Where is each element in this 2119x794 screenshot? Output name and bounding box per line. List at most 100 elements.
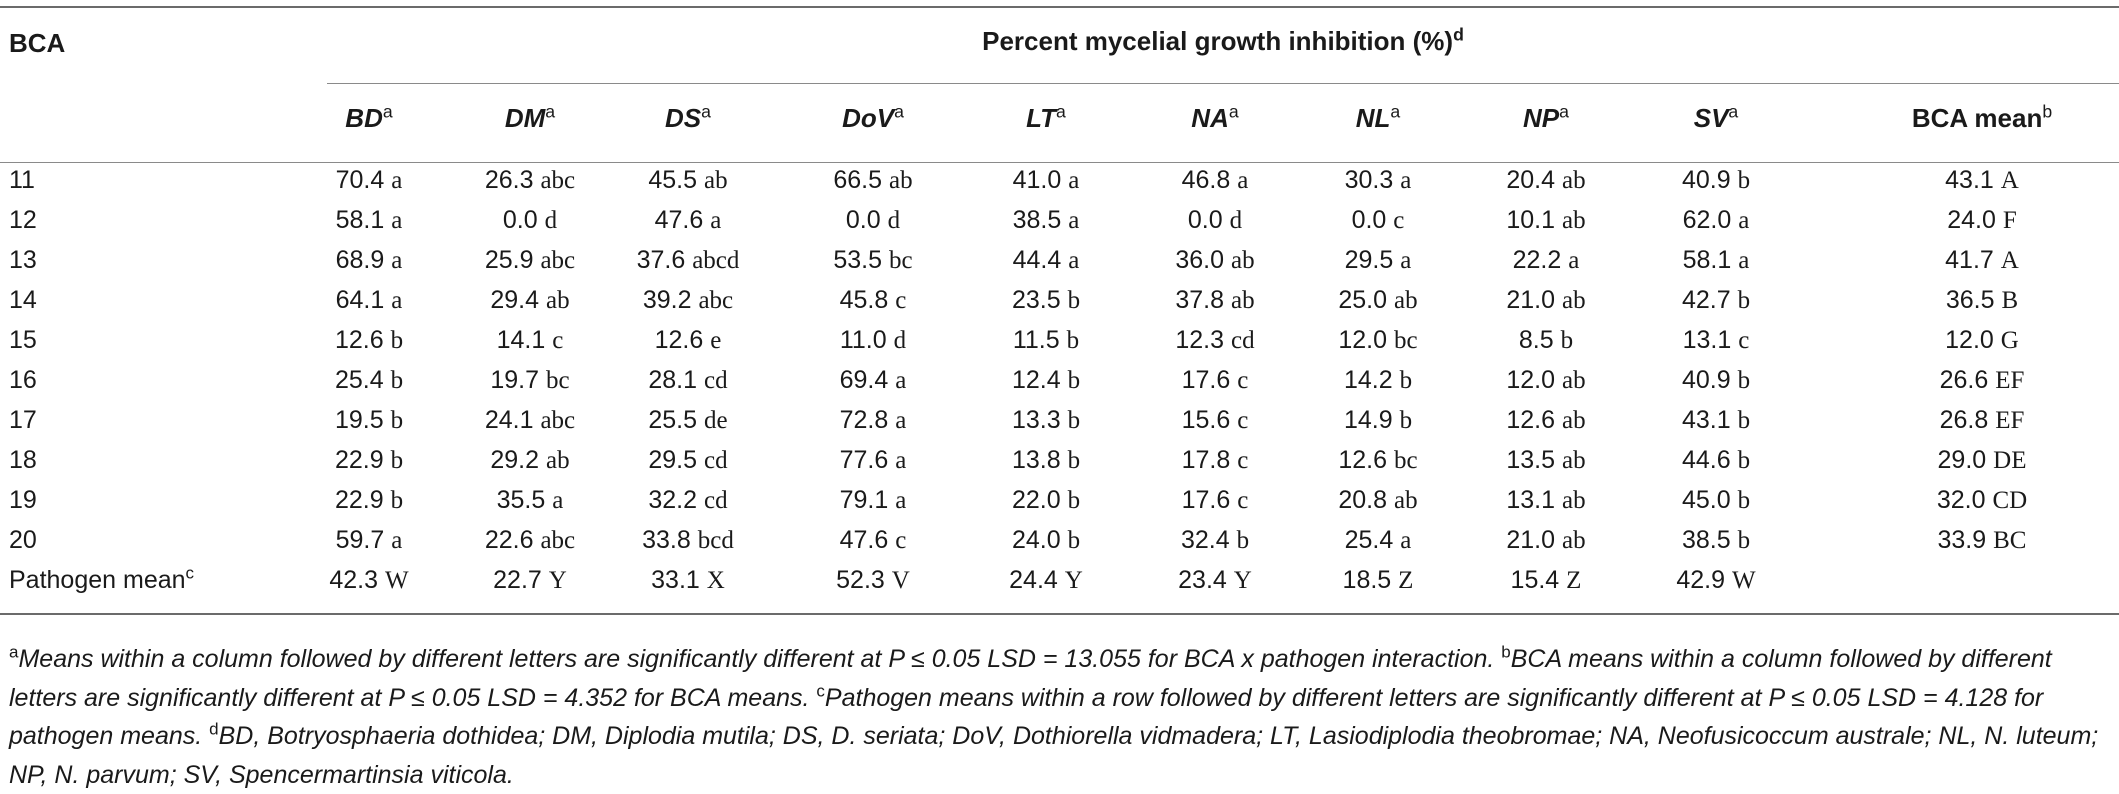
cell-letter: F [2002, 207, 2017, 234]
cell-letter: bcd [697, 527, 734, 554]
cell-value: 21.0 [1506, 526, 1556, 554]
cell-value: 8.5 [1518, 326, 1554, 354]
cell-letter: b [1737, 287, 1751, 314]
cell-letter: a [1400, 167, 1412, 194]
cell-letter: ab [546, 287, 570, 314]
table-cell: 15.6 c [1130, 400, 1300, 440]
table-cell: 25.5 de [603, 400, 773, 440]
cell-letter: ab [1562, 207, 1586, 234]
cell-letter: a [552, 487, 564, 514]
cell-value: 32.2 [648, 486, 698, 514]
cell-letter: b [1560, 327, 1574, 354]
cell-value: 0.0 [845, 206, 881, 234]
cell-value: 22.9 [334, 486, 384, 514]
table-cell: 43.1 b [1631, 400, 1801, 440]
cell-letter: a [895, 487, 907, 514]
cell-letter: a [1400, 247, 1412, 274]
column-header: DSa [603, 102, 773, 134]
table-cell: 41.7 A [1852, 240, 2112, 280]
table-cell: 23.4 Y [1130, 560, 1300, 600]
cell-value: 12.3 [1175, 326, 1225, 354]
cell-letter: bc [1394, 447, 1418, 474]
table-cell: 79.1 a [788, 480, 958, 520]
table-cell: 33.1 X [603, 560, 773, 600]
cell-value: 58.1 [335, 206, 385, 234]
row-label: 17 [9, 400, 309, 440]
cell-value: 20.4 [1506, 166, 1556, 194]
table-cell: 29.5 cd [603, 440, 773, 480]
cell-value: 12.4 [1011, 366, 1061, 394]
footnote-marker: c [816, 681, 825, 701]
table-cell: 42.7 b [1631, 280, 1801, 320]
cell-letter: d [544, 207, 558, 234]
cell-letter: c [895, 287, 907, 314]
cell-value: 24.0 [1011, 526, 1061, 554]
table-cell: 12.6 bc [1293, 440, 1463, 480]
cell-letter: ab [1562, 447, 1586, 474]
cell-value: 30.3 [1344, 166, 1394, 194]
cell-value: 46.8 [1181, 166, 1231, 194]
table-cell: 59.7 a [284, 520, 454, 560]
cell-value: 32.0 [1936, 486, 1986, 514]
cell-value: 32.4 [1180, 526, 1230, 554]
cell-value: 12.0 [1945, 326, 1994, 354]
cell-letter: de [704, 407, 728, 434]
cell-letter: abc [698, 287, 734, 314]
row-label-text: 15 [9, 326, 37, 354]
table-cell: 21.0 ab [1461, 520, 1631, 560]
cell-value: 23.4 [1178, 566, 1227, 594]
table-cell: 41.0 a [961, 160, 1131, 200]
table-cell: 12.6 e [603, 320, 773, 360]
cell-letter: b [1066, 327, 1080, 354]
table-cell: 35.5 a [445, 480, 615, 520]
table-row: 20 59.7 a 22.6 abc 33.8 bcd 47.6 c 24.0 b 32.4… [0, 520, 2119, 560]
cell-value: 25.5 [648, 406, 698, 434]
cell-value: 17.6 [1181, 486, 1231, 514]
column-header-label: SV [1693, 103, 1729, 133]
cell-value: 72.8 [839, 406, 889, 434]
table-cell: 18.5 Z [1293, 560, 1463, 600]
table-cell: 66.5 ab [788, 160, 958, 200]
column-header-label: BD [345, 103, 383, 133]
cell-letter: W [385, 567, 409, 594]
cell-value: 12.6 [1338, 446, 1388, 474]
cell-letter: cd [704, 367, 728, 394]
cell-letter: DE [1993, 447, 2027, 474]
cell-letter: abc [540, 167, 576, 194]
cell-letter: e [710, 327, 722, 354]
cell-letter: Z [1398, 567, 1414, 594]
cell-letter: b [390, 327, 404, 354]
cell-value: 22.7 [493, 566, 542, 594]
cell-letter: d [887, 207, 901, 234]
cell-value: 22.6 [484, 526, 534, 554]
table-row: 12 58.1 a 0.0 d 47.6 a 0.0 d 38.5 a 0.0 d 0.0 c… [0, 200, 2119, 240]
cell-letter: b [390, 367, 404, 394]
table-cell: 29.0 DE [1852, 440, 2112, 480]
table-cell: 44.4 a [961, 240, 1131, 280]
table-cell: 52.3 V [788, 560, 958, 600]
cell-letter: b [1067, 407, 1081, 434]
table-cell: 37.6 abcd [603, 240, 773, 280]
cell-value: 33.1 [651, 566, 700, 594]
cell-value: 40.9 [1681, 166, 1731, 194]
cell-value: 26.3 [484, 166, 534, 194]
cell-value: 36.0 [1175, 246, 1225, 274]
table-cell: 22.2 a [1461, 240, 1631, 280]
table-cell: 24.4 Y [961, 560, 1131, 600]
cell-value: 17.6 [1181, 366, 1231, 394]
table-cell: 12.6 ab [1461, 400, 1631, 440]
footnote-marker: d [209, 719, 219, 739]
table-bottom-rule [0, 613, 2119, 615]
cell-letter: ab [1394, 287, 1418, 314]
cell-letter: bc [546, 367, 570, 394]
cell-value: 22.2 [1512, 246, 1562, 274]
cell-value: 0.0 [1187, 206, 1223, 234]
cell-value: 29.5 [1344, 246, 1394, 274]
table-top-rule [0, 6, 2119, 8]
row-label-text: 12 [9, 206, 37, 234]
cell-letter: a [1738, 207, 1750, 234]
row-label: 20 [9, 520, 309, 560]
table-cell: 13.3 b [961, 400, 1131, 440]
cell-letter: c [1738, 327, 1750, 354]
cell-value: 79.1 [839, 486, 889, 514]
